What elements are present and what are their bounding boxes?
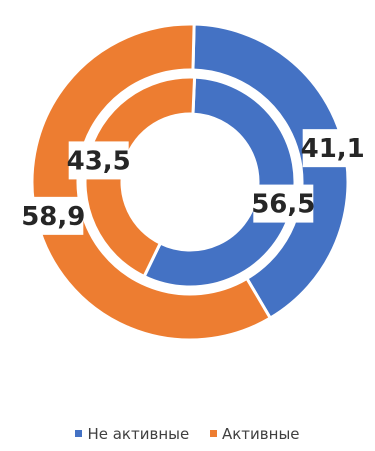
data-labels: 41,1 58,9 56,5 43,5 (21, 129, 365, 235)
outer-ring-slice-1 (30, 22, 273, 342)
legend-item-active: Активные (209, 425, 300, 443)
outer-ring-slice-0 (191, 22, 350, 321)
legend-label-inactive: Не активные (87, 425, 190, 443)
legend-swatch-active (209, 430, 217, 437)
inner-label-box-0 (253, 184, 314, 223)
outer-label-box-1 (23, 196, 84, 235)
legend-label-active: Активные (221, 425, 300, 443)
legend-item-inactive: Не активные (75, 425, 189, 443)
legend: Не активные Активные (0, 425, 375, 443)
inner-ring-slice-1 (83, 75, 197, 279)
outer-label-box-0 (302, 129, 363, 168)
inner-data-label-1: 43,5 (67, 146, 131, 176)
inner-data-label-0: 56,5 (251, 190, 315, 220)
inner-label-box-1 (68, 141, 129, 180)
outer-data-label-0: 41,1 (301, 134, 365, 164)
outer-data-label-1: 58,9 (21, 202, 85, 232)
legend-swatch-inactive (75, 430, 83, 437)
doughnut-rings (30, 22, 350, 342)
doughnut-chart: 41,1 58,9 56,5 43,5 (21, 22, 365, 342)
inner-ring-slice-0 (142, 75, 297, 289)
